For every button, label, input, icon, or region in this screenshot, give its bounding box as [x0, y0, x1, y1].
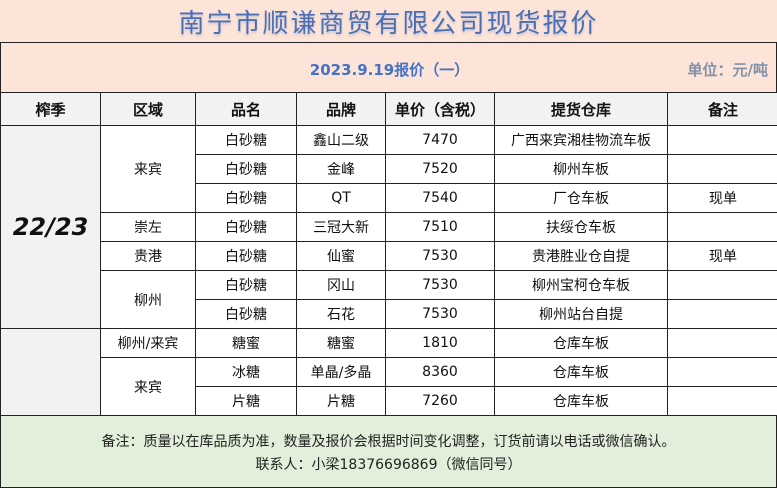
brand-cell: 单晶/多晶: [296, 357, 386, 387]
header-warehouse: 提货仓库: [494, 92, 668, 126]
brand-cell: QT: [296, 183, 386, 213]
table-row: 贵港 白砂糖 仙蜜 7530 贵港胜业仓自提 现单: [1, 241, 777, 271]
footer-note: 备注：质量以在库品质为准，数量及报价会根据时间变化调整，订货前请以电话或微信确认…: [0, 415, 777, 488]
price-cell: 7470: [385, 125, 495, 155]
note-cell: [667, 328, 777, 358]
warehouse-cell: 柳州宝柯仓车板: [494, 270, 668, 300]
warehouse-cell: 柳州车板: [494, 154, 668, 184]
product-cell: 片糖: [195, 386, 297, 416]
footer-remark: 备注：质量以在库品质为准，数量及报价会根据时间变化调整，订货前请以电话或微信确认…: [101, 434, 676, 450]
warehouse-cell: 柳州站台自提: [494, 299, 668, 329]
note-cell: [667, 299, 777, 329]
price-table: 榨季 区域 品名 品牌 单价（含税） 提货仓库 备注 22/23 来宾 白砂糖鑫…: [0, 92, 777, 416]
table-row: 22/23 来宾 白砂糖 鑫山二级 7470 广西来宾湘桂物流车板: [0, 125, 777, 329]
warehouse-cell: 厂仓车板: [494, 183, 668, 213]
region-cell: 柳州/来宾: [100, 328, 196, 358]
region-cell: 崇左: [100, 212, 196, 242]
header-brand: 品牌: [296, 92, 386, 126]
note-cell: [667, 125, 777, 155]
note-cell: [667, 270, 777, 300]
unit-label: 单位：元/吨: [687, 61, 768, 79]
note-cell: 现单: [667, 183, 777, 213]
brand-cell: 仙蜜: [296, 241, 386, 271]
price-cell: 7260: [385, 386, 495, 416]
product-cell: 白砂糖: [195, 183, 297, 213]
subtitle-bar: 2023.9.19报价（一） 单位：元/吨: [0, 42, 777, 92]
product-cell: 白砂糖: [195, 212, 297, 242]
table-row: 来宾 冰糖 单晶/多晶 8360 仓库车板: [1, 357, 777, 416]
warehouse-cell: 仓库车板: [494, 386, 668, 416]
season-cell: 22/23: [0, 125, 101, 329]
brand-cell: 石花: [296, 299, 386, 329]
header-row: 榨季 区域 品名 品牌 单价（含税） 提货仓库 备注: [0, 92, 777, 126]
price-cell: 7530: [385, 270, 495, 300]
price-cell: 7530: [385, 241, 495, 271]
product-cell: 冰糖: [195, 357, 297, 387]
product-cell: 白砂糖: [195, 299, 297, 329]
header-price: 单价（含税）: [385, 92, 495, 126]
product-cell: 白砂糖: [195, 125, 297, 155]
price-cell: 7520: [385, 154, 495, 184]
note-cell: [667, 386, 777, 416]
region-cell: 贵港: [100, 241, 196, 271]
warehouse-cell: 贵港胜业仓自提: [494, 241, 668, 271]
warehouse-cell: 扶绥仓车板: [494, 212, 668, 242]
table-row: 白砂糖 金峰 7520 柳州车板: [1, 154, 777, 184]
warehouse-cell: 仓库车板: [494, 357, 668, 387]
note-cell: [667, 212, 777, 242]
brand-cell: 金峰: [296, 154, 386, 184]
product-cell: 糖蜜: [195, 328, 297, 358]
company-title: 南宁市顺谦商贸有限公司现货报价: [0, 0, 777, 42]
region-cell: 来宾: [100, 125, 196, 213]
product-cell: 白砂糖: [195, 154, 297, 184]
brand-cell: 三冠大新: [296, 212, 386, 242]
table-row: 柳州 白砂糖 冈山 7530 柳州宝柯仓车板: [1, 270, 777, 329]
brand-cell: 糖蜜: [296, 328, 386, 358]
price-cell: 7540: [385, 183, 495, 213]
header-product: 品名: [195, 92, 297, 126]
table-row: 白砂糖 石花 7530 柳州站台自提: [1, 299, 777, 329]
region-cell: 柳州: [100, 270, 196, 329]
header-note: 备注: [667, 92, 777, 126]
note-cell: [667, 154, 777, 184]
brand-cell: 鑫山二级: [296, 125, 386, 155]
table-row: 片糖 片糖 7260 仓库车板: [1, 386, 777, 416]
header-region: 区域: [100, 92, 196, 126]
table-row: 崇左 白砂糖 三冠大新 7510 扶绥仓车板: [1, 212, 777, 242]
note-cell: 现单: [667, 241, 777, 271]
product-cell: 白砂糖: [195, 270, 297, 300]
price-cell: 7530: [385, 299, 495, 329]
region-cell: 来宾: [100, 357, 196, 416]
header-season: 榨季: [0, 92, 101, 126]
quote-date: 2023.9.19报价（一）: [309, 61, 470, 79]
warehouse-cell: 广西来宾湘桂物流车板: [494, 125, 668, 155]
product-cell: 白砂糖: [195, 241, 297, 271]
table-row: 柳州/来宾 糖蜜 糖蜜 1810 仓库车板: [0, 328, 777, 416]
brand-cell: 冈山: [296, 270, 386, 300]
brand-cell: 片糖: [296, 386, 386, 416]
warehouse-cell: 仓库车板: [494, 328, 668, 358]
footer-contact: 联系人：小梁18376696869（微信同号）: [255, 457, 522, 473]
price-cell: 8360: [385, 357, 495, 387]
price-cell: 1810: [385, 328, 495, 358]
season-cell-empty: [0, 328, 101, 416]
note-cell: [667, 357, 777, 387]
price-cell: 7510: [385, 212, 495, 242]
